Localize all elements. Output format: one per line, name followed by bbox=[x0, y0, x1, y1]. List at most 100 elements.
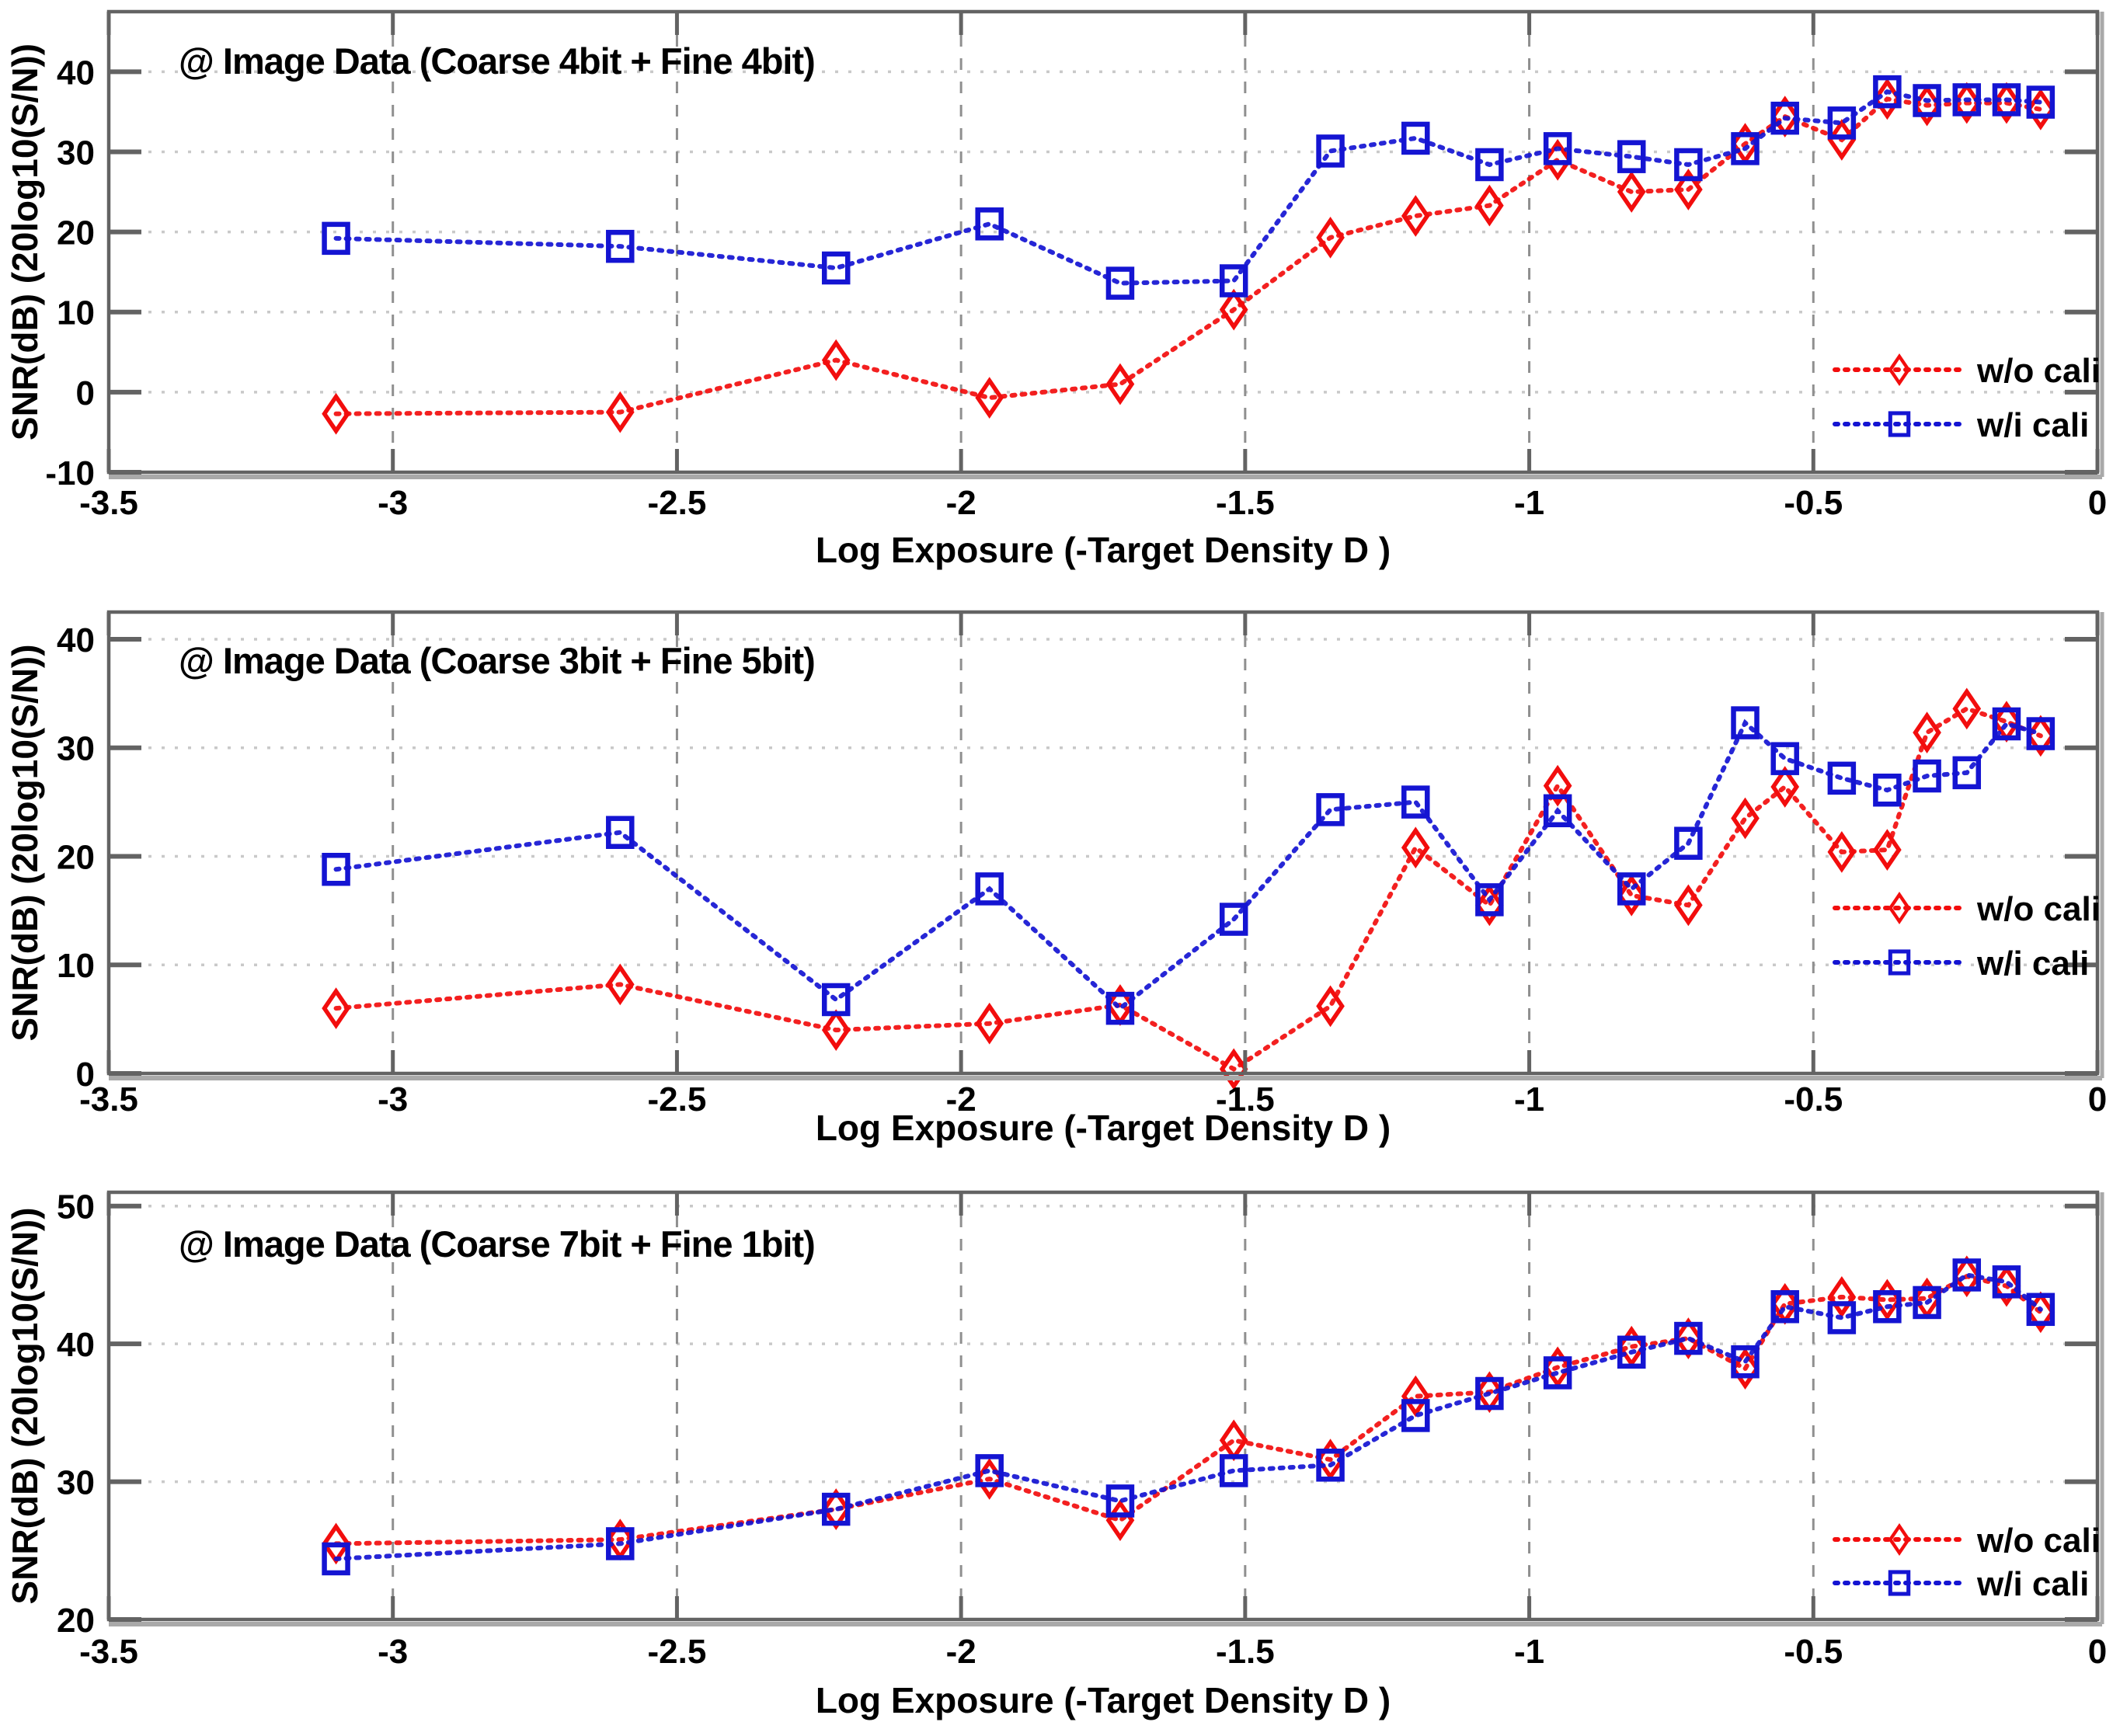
square-marker bbox=[1475, 1376, 1504, 1411]
x-tick-labels: -3.5 -3 -2.5 -2 -1.5 -1 -0.5 0 bbox=[79, 1080, 2106, 1118]
diamond-marker bbox=[2026, 1291, 2056, 1334]
square-marker bbox=[1219, 264, 1248, 297]
x-tick-label: 0 bbox=[2088, 484, 2106, 522]
x-tick-label: -2.5 bbox=[648, 484, 707, 522]
x-tick-label: -1 bbox=[1514, 1633, 1544, 1671]
diamond-marker bbox=[1219, 288, 1248, 331]
square-marker bbox=[1827, 106, 1857, 140]
y-tick-label: 20 bbox=[57, 1602, 95, 1640]
legend-label: w/i cali bbox=[1976, 945, 2089, 983]
diamond-marker bbox=[1401, 195, 1430, 237]
square-marker bbox=[1219, 1454, 1248, 1487]
series-wi-cali-line bbox=[333, 1272, 2043, 1561]
x-axis-label: Log Exposure (-Target Density D ) bbox=[816, 530, 1391, 570]
y-tick-label: 30 bbox=[57, 134, 95, 172]
y-tick-labels: 20 30 40 50 bbox=[57, 1188, 95, 1640]
legend-label: w/i cali bbox=[1976, 406, 2089, 444]
series-wo-cali bbox=[322, 687, 2056, 1091]
x-tick-label: 0 bbox=[2088, 1080, 2106, 1118]
square-marker bbox=[1674, 148, 1703, 182]
y-tick-label: 40 bbox=[57, 54, 95, 92]
series-wo-cali bbox=[322, 78, 2056, 435]
x-tick-label: -2 bbox=[946, 484, 976, 522]
square-marker bbox=[2026, 1292, 2056, 1327]
diamond-marker bbox=[1617, 874, 1646, 917]
gridlines bbox=[109, 12, 2097, 472]
diamond-marker bbox=[2026, 88, 2056, 130]
square-marker bbox=[1992, 707, 2021, 741]
x-axis-label: Log Exposure (-Target Density D ) bbox=[816, 1680, 1391, 1720]
y-tick-label: 30 bbox=[57, 1464, 95, 1502]
square-marker bbox=[821, 251, 851, 285]
legend-item-wi-cali: w/i cali bbox=[1833, 1565, 2089, 1603]
square-marker bbox=[1401, 785, 1430, 819]
chart-coarse7bit-fine1bit: 20 30 40 50 -3.5 -3 -2.5 -2 -1.5 -1 -0.5 0 @ Image D… bbox=[0, 1157, 2106, 1736]
square-marker bbox=[1873, 773, 1902, 807]
diamond-marker bbox=[1475, 884, 1504, 927]
diamond-marker bbox=[1952, 687, 1982, 730]
x-tick-label: -1.5 bbox=[1216, 1080, 1275, 1118]
x-tick-label: -2.5 bbox=[648, 1080, 707, 1118]
series-wi-cali bbox=[322, 75, 2056, 300]
legend: w/o cali w/i cali bbox=[1833, 352, 2101, 444]
diamond-marker bbox=[821, 1009, 851, 1051]
square-marker bbox=[1543, 1356, 1572, 1390]
series-wo-cali-line bbox=[333, 96, 2043, 416]
square-marker bbox=[1873, 75, 1902, 109]
square-marker bbox=[1105, 991, 1135, 1025]
x-tick-label: -1.5 bbox=[1216, 1633, 1275, 1671]
legend-item-wo-cali: w/o cali bbox=[1833, 352, 2101, 390]
plot-frame bbox=[106, 9, 2100, 475]
y-tick-labels: -10 0 10 20 30 40 bbox=[45, 54, 95, 492]
square-marker bbox=[1401, 1399, 1430, 1432]
x-tick-label: -3 bbox=[378, 1080, 408, 1118]
diamond-marker bbox=[821, 1488, 851, 1530]
diamond-marker bbox=[975, 1002, 1004, 1045]
diamond-marker bbox=[1913, 711, 1941, 754]
square-marker bbox=[606, 1527, 635, 1560]
square-marker bbox=[1543, 794, 1572, 828]
y-tick-label: 50 bbox=[57, 1188, 95, 1226]
x-tick-label: -1 bbox=[1514, 484, 1544, 522]
square-marker bbox=[821, 983, 851, 1017]
chart-background bbox=[0, 1157, 2106, 1736]
x-tick-label: -3.5 bbox=[79, 1080, 138, 1118]
diamond-marker bbox=[1475, 184, 1504, 227]
square-marker bbox=[1475, 883, 1504, 917]
square-marker bbox=[1952, 756, 1982, 790]
square-marker bbox=[1475, 148, 1504, 182]
x-tick-labels: -3.5 -3 -2.5 -2 -1.5 -1 -0.5 0 bbox=[79, 484, 2106, 522]
legend-item-wi-cali: w/i cali bbox=[1833, 945, 2089, 983]
square-marker bbox=[1401, 121, 1430, 155]
x-tick-label: -0.5 bbox=[1784, 1080, 1843, 1118]
square-marker bbox=[975, 872, 1004, 906]
axis-ticks bbox=[106, 612, 2100, 1076]
square-marker bbox=[322, 852, 350, 886]
diamond-marker bbox=[1543, 764, 1572, 807]
plot-frame bbox=[106, 1190, 2100, 1622]
y-tick-label: 40 bbox=[57, 621, 95, 659]
square-marker bbox=[1316, 1449, 1345, 1482]
x-tick-label: -3 bbox=[378, 484, 408, 522]
square-marker bbox=[1617, 1335, 1646, 1369]
square-marker bbox=[1913, 84, 1941, 117]
x-tick-labels: -3.5 -3 -2.5 -2 -1.5 -1 -0.5 0 bbox=[79, 1633, 2106, 1671]
diamond-marker bbox=[1827, 119, 1857, 161]
x-axis-label: Log Exposure (-Target Density D ) bbox=[816, 1108, 1391, 1148]
axis-ticks bbox=[106, 12, 2100, 475]
diamond-marker bbox=[1674, 884, 1703, 927]
diamond-marker bbox=[322, 987, 350, 1030]
square-marker bbox=[1617, 872, 1646, 906]
diamond-marker bbox=[1952, 1255, 1982, 1298]
square-marker bbox=[1873, 1290, 1902, 1324]
diamond-marker bbox=[1952, 82, 1982, 124]
y-tick-label: 0 bbox=[76, 1056, 95, 1094]
diamond-marker bbox=[322, 392, 350, 435]
series-wo-cali-line bbox=[333, 706, 2043, 1072]
square-marker bbox=[975, 1454, 1004, 1487]
square-marker bbox=[1770, 1290, 1799, 1324]
square-marker bbox=[606, 229, 635, 263]
y-axis-label: SNR(dB) (20log10(S/N)) bbox=[5, 1207, 45, 1604]
square-marker bbox=[1952, 1258, 1982, 1292]
